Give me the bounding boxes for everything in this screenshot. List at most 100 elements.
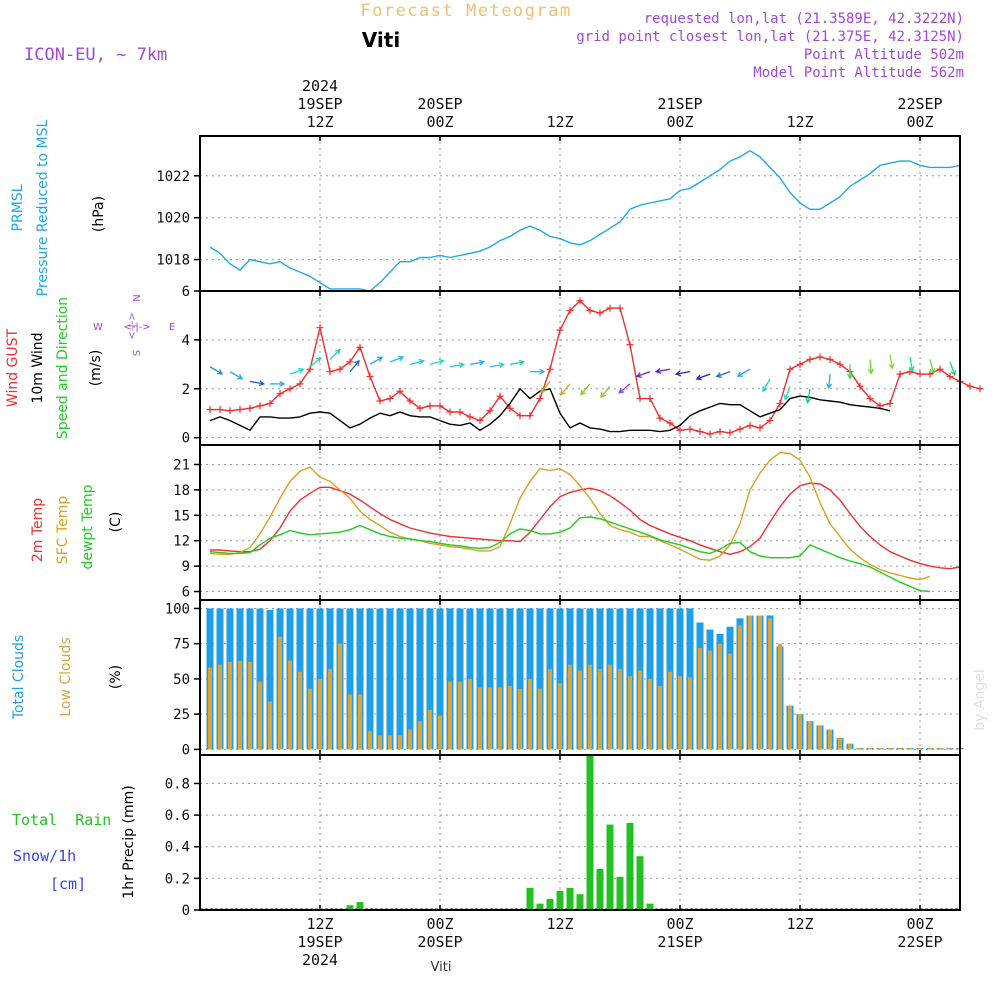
- wind-gust-marker: [886, 399, 894, 407]
- low-clouds-bar: [518, 688, 522, 750]
- wind-arrow: [805, 388, 812, 404]
- low-clouds-bar: [858, 747, 862, 750]
- wind-arrow: [289, 367, 305, 375]
- wind-gust-marker: [596, 309, 604, 317]
- low-clouds-bar: [588, 664, 592, 750]
- y-tick-label: 0.6: [165, 808, 190, 824]
- 2m-temp-line: [210, 482, 961, 570]
- low-clouds-bar: [878, 747, 882, 750]
- low-clouds-bar: [558, 683, 562, 750]
- rain-bar: [356, 902, 364, 910]
- sfc-temp-line: [209, 451, 931, 581]
- wind-gust-marker: [656, 414, 664, 422]
- wind-gust-marker: [206, 406, 214, 414]
- low-clouds-bar: [428, 709, 432, 750]
- model-altitude: Model Point Altitude 562m: [753, 65, 964, 81]
- wind-arrow: [949, 361, 957, 377]
- wind-arrow: [674, 370, 691, 377]
- wind-arrow: [580, 383, 591, 396]
- watermark: by Angel: [972, 669, 988, 730]
- wind-gust-marker: [566, 307, 574, 315]
- wind-gust-marker: [396, 387, 404, 395]
- y-tick-label: 6: [182, 284, 190, 300]
- bottom-time-tick-label: 00Z: [666, 915, 693, 933]
- wind-direction-arrows: [209, 348, 957, 404]
- wind-arrow: [429, 358, 445, 365]
- low-clouds-bar: [348, 694, 352, 750]
- wind-arrow: [654, 368, 671, 374]
- low-clouds-bar: [708, 650, 712, 750]
- wind-arrow: [209, 366, 224, 375]
- wind-gust-marker: [296, 380, 304, 388]
- low-clouds-bar: [278, 636, 282, 750]
- low-clouds-bar: [438, 715, 442, 750]
- wind-gust-marker: [446, 408, 454, 416]
- wind-gust-marker: [606, 304, 614, 312]
- rain-bar: [536, 903, 544, 910]
- rain-bar: [546, 898, 554, 910]
- bottom-time-tick-label: 22SEP: [897, 933, 942, 951]
- wind-gust-marker: [966, 382, 974, 390]
- low-clouds-bar: [578, 670, 582, 750]
- total-clouds-bar: [506, 608, 514, 750]
- y-tick-label: 0.2: [165, 871, 190, 887]
- bottom-time-tick-label: 00Z: [906, 915, 933, 933]
- low-clouds-bar: [788, 705, 792, 750]
- total-clouds-bar: [376, 608, 384, 750]
- low-clouds-bar: [338, 643, 342, 750]
- total-clouds-bar: [256, 608, 264, 750]
- bottom-time-tick-label: 19SEP: [297, 933, 342, 951]
- low-clouds-bar: [648, 678, 652, 750]
- rain-bar: [626, 823, 634, 910]
- total-clouds-bar: [386, 608, 394, 750]
- low-clouds-bar: [688, 677, 692, 750]
- wind-gust-marker: [576, 297, 584, 305]
- low-clouds-bar: [308, 688, 312, 750]
- low-clouds-bar: [358, 694, 362, 750]
- wind-arrow: [783, 386, 791, 401]
- wind-gust-marker: [386, 395, 394, 403]
- temperature-panel: 6 9 12 15 18 21 2m Temp SFC Temp dewpt Temp (…: [30, 444, 961, 601]
- wind-gust-marker: [746, 421, 754, 429]
- top-time-tick-label: 00Z: [906, 113, 933, 131]
- total-clouds-bar: [356, 608, 364, 750]
- y-tick-label: 9: [182, 559, 190, 575]
- wind-gust-marker: [556, 326, 564, 334]
- low-clouds-bar: [758, 615, 762, 750]
- low-clouds-bar: [658, 685, 662, 750]
- model-label: ICON-EU, ~ 7km: [24, 45, 167, 65]
- wind-arrow: [309, 356, 322, 368]
- low-clouds-bar: [318, 678, 322, 750]
- wind-gust-marker: [976, 385, 984, 393]
- wind-arrow: [229, 371, 244, 380]
- total-clouds-bar: [646, 608, 654, 750]
- total-rain-label: Total Rain: [12, 811, 111, 829]
- wind-gust-marker: [486, 407, 494, 415]
- wind-arrow: [635, 371, 651, 378]
- total-clouds-bar: [496, 608, 504, 750]
- low-clouds-bar: [618, 669, 622, 750]
- wind-gust-marker: [766, 417, 774, 425]
- wind-arrow: [888, 354, 895, 370]
- wind-gust-marker: [326, 368, 334, 376]
- wind-arrow: [736, 368, 751, 377]
- low-clouds-bar: [488, 687, 492, 750]
- total-clouds-bar: [446, 608, 454, 750]
- wind-speed-dir-label: Speed and Direction: [55, 297, 71, 439]
- wind-gust-marker: [586, 307, 594, 315]
- low-clouds-label: Low Clouds: [58, 637, 74, 716]
- total-clouds-bar: [456, 608, 464, 750]
- wind-arrow: [369, 356, 384, 365]
- wind-gust-marker: [776, 399, 784, 407]
- low-clouds-bar: [898, 747, 902, 750]
- compass-east: E: [169, 322, 175, 333]
- wind-arrow: [389, 355, 405, 363]
- wind-gust-label: Wind GUST: [5, 328, 21, 407]
- snow-label: Snow/1h: [13, 847, 76, 865]
- wind-arrow: [908, 356, 915, 373]
- top-time-tick-label: 12Z: [546, 113, 573, 131]
- bottom-time-tick-label: 12Z: [306, 915, 333, 933]
- temp-unit: (C): [108, 512, 124, 533]
- wind-gust-marker: [706, 430, 714, 438]
- wind-gust-marker: [806, 355, 814, 363]
